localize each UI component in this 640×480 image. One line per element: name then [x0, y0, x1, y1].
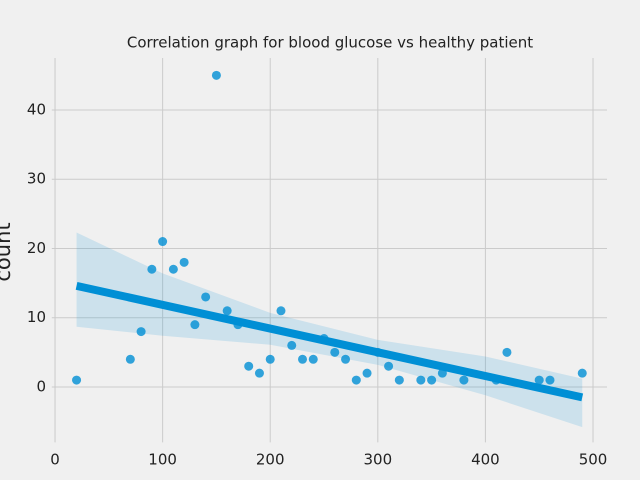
data-point: [276, 306, 286, 316]
x-tick-label: 200: [256, 451, 285, 469]
data-point: [330, 347, 340, 357]
x-tick-label: 500: [579, 451, 608, 469]
data-point: [244, 361, 254, 371]
x-tick-label: 400: [471, 451, 500, 469]
data-point: [168, 264, 178, 274]
data-point: [190, 320, 200, 330]
y-tick-label: 30: [27, 170, 46, 188]
data-point: [254, 368, 264, 378]
data-point: [201, 292, 211, 302]
data-point: [416, 375, 426, 385]
data-point: [125, 354, 135, 364]
data-point: [287, 340, 297, 350]
data-point: [545, 375, 555, 385]
data-point: [298, 354, 308, 364]
y-tick-label: 40: [27, 100, 46, 118]
y-tick-label: 0: [36, 377, 46, 395]
regression-line: [75, 281, 584, 402]
data-point: [394, 375, 404, 385]
y-tick-label: 20: [27, 239, 46, 257]
data-point: [384, 361, 394, 371]
data-point: [351, 375, 361, 385]
y-axis-label: count: [0, 222, 15, 281]
confidence-band: [76, 232, 583, 428]
data-point: [265, 354, 275, 364]
data-point: [158, 237, 168, 247]
chart-title: Correlation graph for blood glucose vs h…: [127, 34, 533, 52]
data-point: [211, 70, 221, 80]
data-point: [459, 375, 469, 385]
data-point: [341, 354, 351, 364]
data-point: [577, 368, 587, 378]
x-tick-label: 100: [148, 451, 177, 469]
data-point: [502, 347, 512, 357]
x-tick-label: 300: [363, 451, 392, 469]
data-point: [72, 375, 82, 385]
data-point: [427, 375, 437, 385]
data-point: [362, 368, 372, 378]
data-point: [147, 264, 157, 274]
data-point: [308, 354, 318, 364]
x-tick-label: 0: [50, 451, 60, 469]
data-point: [136, 327, 146, 337]
data-point: [534, 375, 544, 385]
y-tick-label: 10: [27, 308, 46, 326]
data-point: [222, 306, 232, 316]
data-point: [179, 257, 189, 267]
